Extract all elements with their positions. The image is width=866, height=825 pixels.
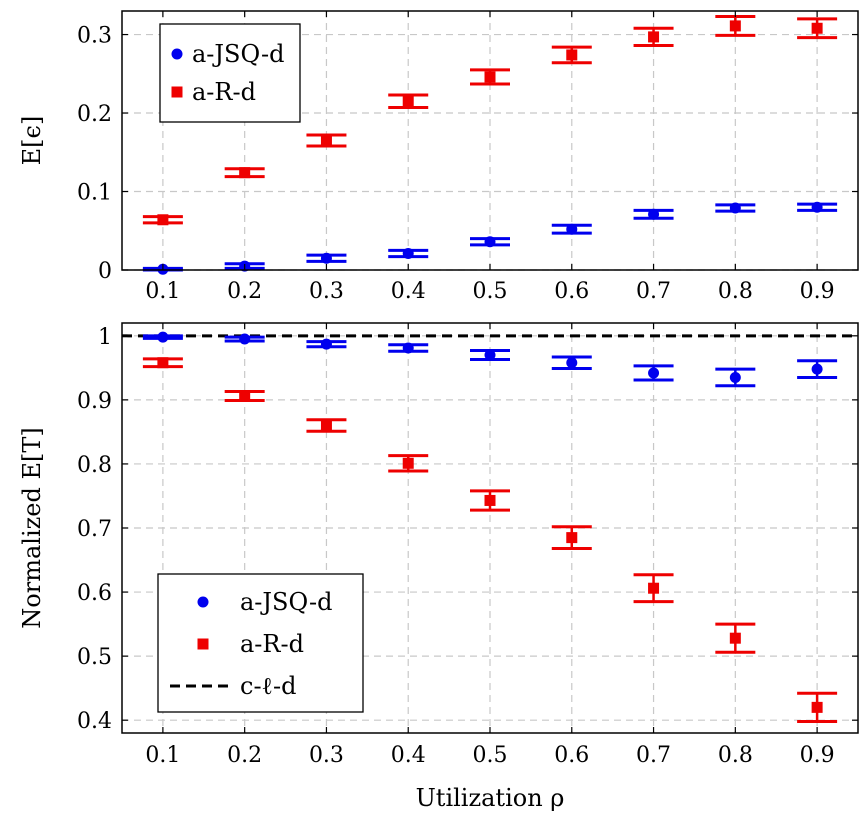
a-jsq-d-point [402,248,414,260]
a-r-d-point [402,457,414,469]
legend-label: a-R-d [240,630,304,658]
y-tick-label: 0.8 [77,453,112,478]
top-panel-ecost: 0.1 0.2 0.3 0.4 0.5 0.6 0.7 0.8 0.9 0 0.1 0.2 0.3 E[ϵ… [18,10,859,304]
a-r-d-point [729,632,741,644]
x-tick-label: 0.9 [800,743,835,768]
y-tick-label: 0.6 [77,581,112,606]
legend: a-JSQ-d a-R-d [159,23,301,123]
y-tick-label: 0.7 [77,517,112,542]
a-r-d-point [648,582,660,594]
a-jsq-d-point [729,202,741,214]
legend-label: c-ℓ-d [240,672,297,700]
legend-label: a-JSQ-d [192,40,285,68]
a-jsq-d-point [320,252,332,264]
x-tick-label: 0.1 [145,279,180,304]
x-tick-label: 0.8 [718,279,753,304]
x-tick-label: 0.8 [718,743,753,768]
a-r-d-point [566,532,578,544]
x-tick-label: 0.1 [145,743,180,768]
x-tick-label: 0.9 [800,279,835,304]
legend-box [159,23,301,123]
a-r-d-point [484,71,496,83]
a-jsq-d-point [729,371,741,383]
a-jsq-d-point [648,367,660,379]
a-r-d-point [484,494,496,506]
a-r-d-point [648,31,660,43]
x-tick-label: 0.3 [309,279,344,304]
bottom-panel-normalized-response-time: 0.1 0.2 0.3 0.4 0.5 0.6 0.7 0.8 0.9 0.4 0.5 0.6 0.7 0… [18,322,859,812]
a-jsq-d-point [811,363,823,375]
a-jsq-d-point [811,201,823,213]
a-r-d-point [157,214,169,226]
a-jsq-d-point [566,223,578,235]
a-r-d-point [811,701,823,713]
y-tick-label: 0.1 [77,181,112,206]
a-jsq-d-point [402,342,414,354]
y-tick-label: 0.3 [77,24,112,49]
x-tick-label: 0.7 [636,279,671,304]
y-axis-label: Normalized E[T] [18,427,46,628]
legend-swatch-a-r-d [171,86,183,98]
x-tick-label: 0.7 [636,743,671,768]
x-tick-label: 0.5 [473,743,508,768]
a-r-d-point [566,49,578,61]
a-r-d-point [729,20,741,32]
y-tick-label: 0 [98,259,112,284]
y-axis-label: E[ϵ] [18,116,46,166]
x-tick-label: 0.6 [554,743,589,768]
x-tick-label: 0.3 [309,743,344,768]
y-tick-label: 0.9 [77,389,112,414]
legend-swatch-a-r-d [197,638,209,650]
legend: a-JSQ-d a-R-d c-ℓ-d [157,573,364,713]
x-tick-label: 0.2 [227,743,262,768]
a-r-d-point [239,167,251,179]
legend-label: a-R-d [192,78,256,106]
y-tick-label: 1 [98,325,112,350]
a-r-d-point [402,95,414,107]
a-jsq-d-point [484,349,496,361]
y-tick-label: 0.4 [77,709,112,734]
a-jsq-d-point [157,331,169,343]
x-tick-label: 0.6 [554,279,589,304]
a-r-d-point [239,390,251,402]
a-jsq-d-point [239,333,251,345]
legend-swatch-a-jsq-d [197,596,209,608]
a-r-d-point [320,135,332,146]
legend-swatch-a-jsq-d [171,48,183,60]
a-jsq-d-point [648,208,660,220]
x-tick-label: 0.4 [391,743,426,768]
y-tick-label: 0.2 [77,102,112,127]
a-jsq-d-point [484,236,496,248]
a-jsq-d-point [566,357,578,369]
x-axis-label: Utilization ρ [416,784,565,812]
a-r-d-point [320,420,332,431]
a-r-d-point [811,22,823,34]
x-tick-label: 0.5 [473,279,508,304]
x-tick-label: 0.2 [227,279,262,304]
legend-label: a-JSQ-d [240,588,333,616]
x-tick-label: 0.4 [391,279,426,304]
y-tick-label: 0.5 [77,645,112,670]
a-jsq-d-point [320,338,332,350]
a-r-d-point [157,357,169,369]
legend-box [157,573,364,713]
